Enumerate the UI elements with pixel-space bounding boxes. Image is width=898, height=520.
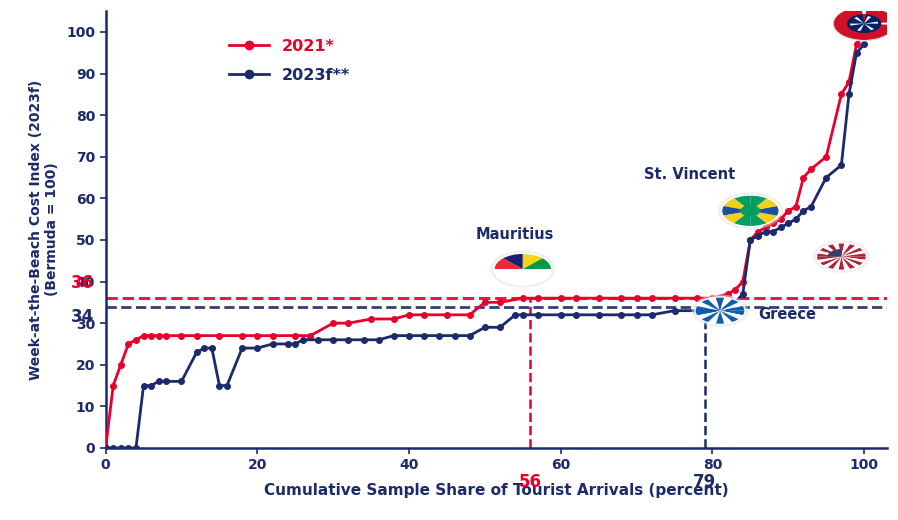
Wedge shape	[857, 23, 864, 31]
2023f**	[851, 49, 862, 56]
Wedge shape	[819, 248, 841, 256]
Text: 79: 79	[693, 473, 717, 491]
Text: St. Vincent: St. Vincent	[644, 167, 735, 181]
Y-axis label: Week-at-the-Beach Cost Index (2023f)
(Bermuda = 100): Week-at-the-Beach Cost Index (2023f) (Be…	[29, 80, 59, 380]
Wedge shape	[695, 310, 720, 315]
2021*	[389, 316, 400, 322]
Wedge shape	[723, 211, 751, 224]
Wedge shape	[720, 310, 744, 319]
2021*	[101, 445, 111, 451]
Wedge shape	[700, 310, 720, 322]
2021*	[145, 332, 156, 339]
2021*	[191, 332, 202, 339]
Wedge shape	[708, 297, 720, 310]
Wedge shape	[734, 195, 751, 211]
Wedge shape	[751, 195, 767, 211]
Wedge shape	[523, 258, 551, 269]
Line: 2023f**: 2023f**	[103, 42, 867, 451]
Wedge shape	[523, 253, 543, 269]
2021*	[851, 41, 862, 47]
Wedge shape	[751, 206, 779, 216]
Wedge shape	[697, 310, 720, 319]
Wedge shape	[832, 256, 841, 270]
2023f**	[267, 341, 277, 347]
Wedge shape	[864, 23, 874, 30]
Wedge shape	[861, 7, 867, 23]
Wedge shape	[751, 211, 767, 227]
2023f**	[858, 41, 869, 47]
Wedge shape	[827, 256, 841, 269]
Wedge shape	[720, 306, 745, 310]
Wedge shape	[841, 256, 866, 263]
2023f**	[290, 341, 301, 347]
Wedge shape	[841, 244, 856, 256]
Wedge shape	[816, 253, 841, 256]
Wedge shape	[864, 22, 878, 23]
Wedge shape	[695, 306, 720, 310]
2023f**	[669, 307, 680, 314]
Wedge shape	[841, 256, 864, 266]
Wedge shape	[841, 250, 866, 256]
Wedge shape	[716, 297, 725, 310]
Text: Mauritius: Mauritius	[476, 227, 554, 242]
Wedge shape	[751, 211, 778, 224]
Wedge shape	[697, 302, 720, 310]
Wedge shape	[819, 256, 841, 266]
2023f**	[434, 332, 445, 339]
Text: 36: 36	[71, 274, 94, 292]
Wedge shape	[720, 297, 733, 310]
Wedge shape	[816, 256, 841, 260]
Wedge shape	[721, 206, 751, 216]
Wedge shape	[832, 243, 841, 256]
Wedge shape	[841, 256, 850, 270]
Wedge shape	[839, 256, 844, 270]
X-axis label: Cumulative Sample Share of Tourist Arrivals (percent): Cumulative Sample Share of Tourist Arriv…	[264, 484, 728, 499]
Circle shape	[833, 7, 895, 41]
Text: Greece: Greece	[758, 307, 816, 322]
Line: 2021*: 2021*	[103, 29, 867, 451]
2021*	[252, 332, 263, 339]
Wedge shape	[817, 250, 841, 256]
Wedge shape	[864, 22, 895, 25]
Wedge shape	[817, 256, 841, 263]
Circle shape	[740, 205, 761, 216]
Wedge shape	[716, 310, 725, 324]
2021*	[798, 174, 809, 180]
Wedge shape	[850, 23, 864, 25]
2023f**	[464, 332, 475, 339]
Wedge shape	[841, 243, 850, 256]
Wedge shape	[841, 256, 867, 260]
Wedge shape	[841, 248, 864, 256]
Wedge shape	[723, 198, 751, 211]
Wedge shape	[700, 299, 720, 310]
Wedge shape	[720, 310, 745, 315]
Wedge shape	[734, 211, 751, 227]
Wedge shape	[828, 249, 841, 256]
Wedge shape	[841, 245, 860, 256]
Wedge shape	[841, 256, 856, 269]
Wedge shape	[720, 302, 744, 310]
2023f**	[101, 445, 111, 451]
Wedge shape	[841, 253, 867, 256]
Wedge shape	[854, 17, 864, 23]
Wedge shape	[827, 244, 841, 256]
Wedge shape	[841, 256, 860, 268]
Legend: 2021*, 2023f**: 2021*, 2023f**	[223, 32, 357, 89]
Wedge shape	[839, 243, 844, 256]
Wedge shape	[720, 310, 739, 322]
Wedge shape	[720, 310, 733, 324]
Circle shape	[847, 14, 881, 33]
Wedge shape	[823, 256, 841, 268]
Wedge shape	[708, 310, 720, 324]
Wedge shape	[720, 299, 739, 310]
Text: 56: 56	[519, 473, 541, 491]
2021*	[858, 29, 869, 35]
Wedge shape	[494, 258, 523, 269]
Text: 34: 34	[71, 308, 94, 326]
Wedge shape	[751, 198, 778, 211]
Wedge shape	[502, 253, 523, 269]
Wedge shape	[863, 14, 866, 23]
Wedge shape	[864, 16, 871, 23]
Wedge shape	[823, 245, 841, 256]
